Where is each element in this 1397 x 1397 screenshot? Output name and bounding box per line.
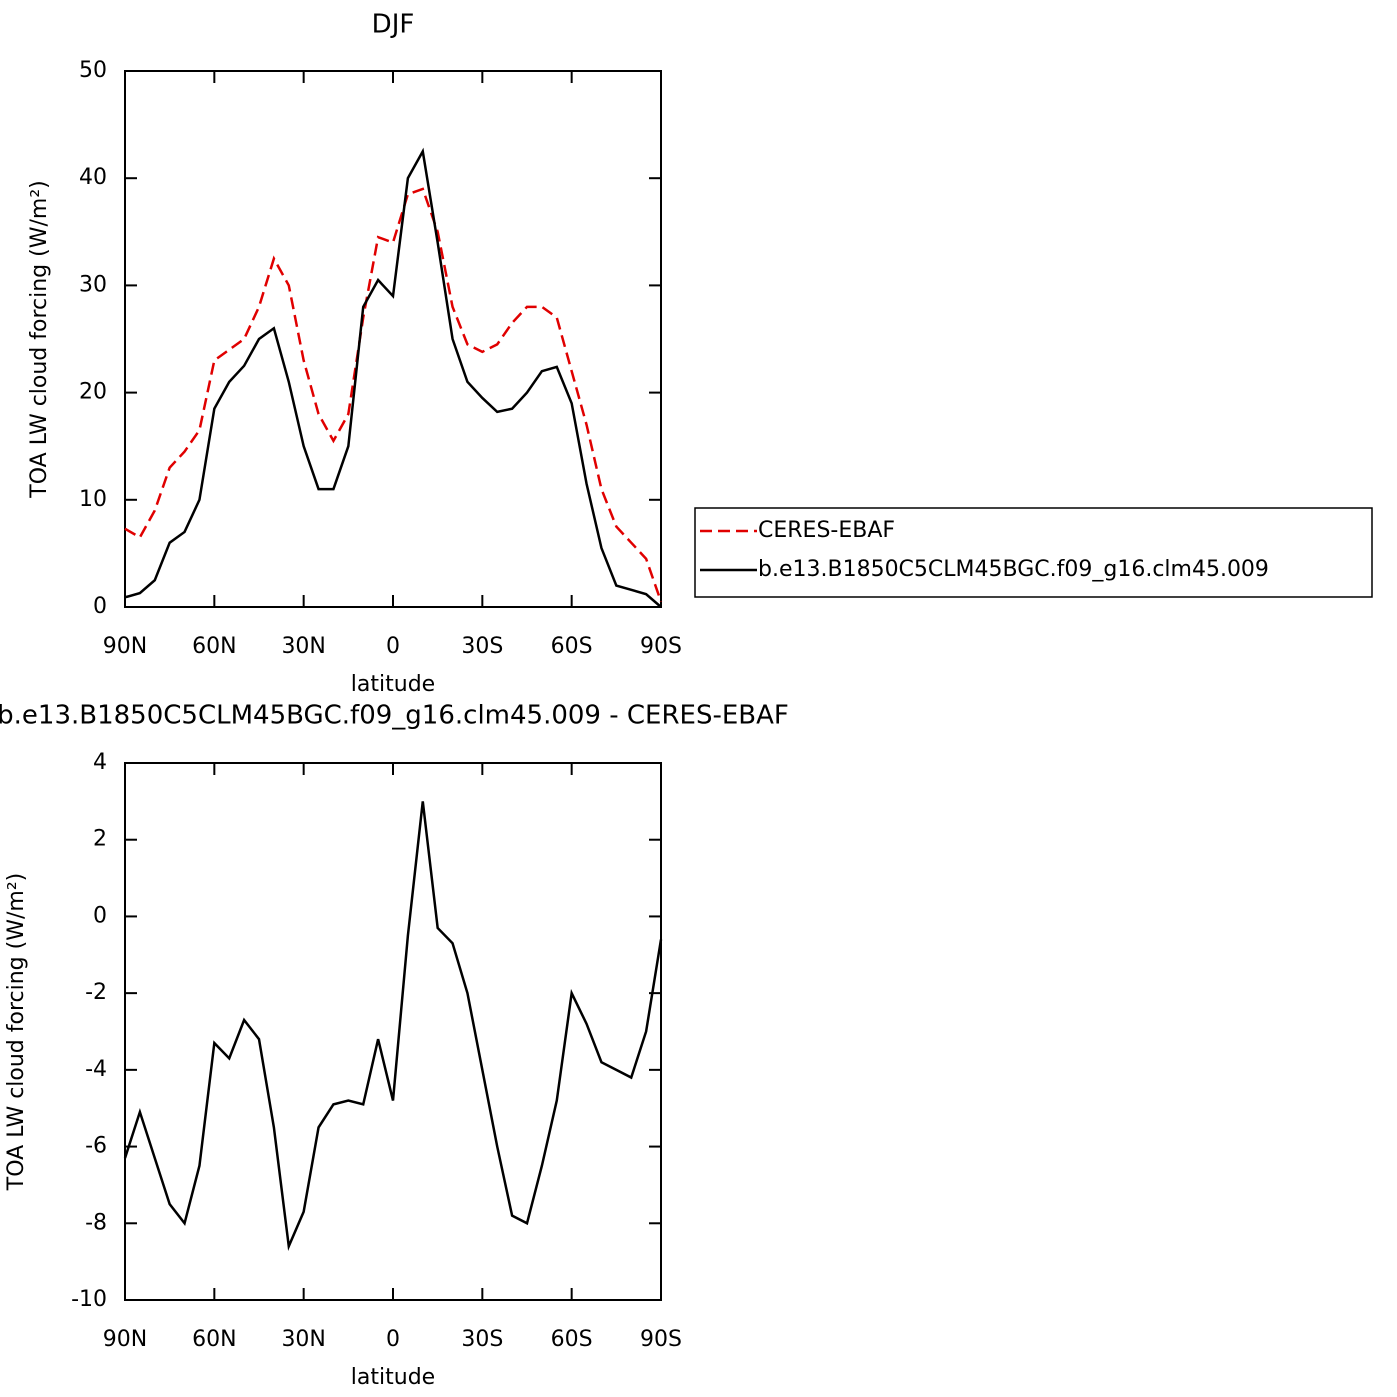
- y-tick-label: 50: [79, 58, 107, 83]
- x-tick-label: 60N: [192, 634, 236, 659]
- chart-title: DJF: [372, 10, 415, 40]
- x-tick-label: 0: [386, 634, 400, 659]
- x-tick-label: 90S: [640, 1327, 682, 1352]
- x-axis-label: latitude: [351, 1365, 435, 1390]
- y-tick-label: 2: [93, 827, 107, 852]
- y-axis-label: TOA LW cloud forcing (W/m²): [27, 180, 52, 498]
- plot-frame: [124, 70, 662, 608]
- y-tick-label: 0: [93, 594, 107, 619]
- x-tick-label: 90N: [103, 634, 147, 659]
- x-axis-label: latitude: [351, 672, 435, 697]
- y-tick-label: -10: [71, 1287, 107, 1312]
- y-tick-label: 4: [93, 750, 107, 775]
- x-tick-label: 60S: [551, 634, 593, 659]
- y-tick-label: 20: [79, 380, 107, 405]
- x-tick-label: 90N: [103, 1327, 147, 1352]
- legend-box: [694, 507, 1373, 598]
- x-tick-label: 90S: [640, 634, 682, 659]
- y-tick-label: -6: [85, 1134, 107, 1159]
- legend-label: b.e13.B1850C5CLM45BGC.f09_g16.clm45.009: [758, 557, 1269, 582]
- y-tick-label: 10: [79, 487, 107, 512]
- x-tick-label: 0: [386, 1327, 400, 1352]
- data-line: [123, 801, 663, 1252]
- y-tick-label: 30: [79, 272, 107, 297]
- data-line: [124, 187, 663, 603]
- legend-label: CERES-EBAF: [758, 518, 895, 543]
- x-tick-label: 30N: [281, 634, 325, 659]
- x-tick-label: 60S: [551, 1327, 593, 1352]
- y-tick-label: -2: [85, 980, 107, 1005]
- x-tick-label: 30S: [461, 1327, 503, 1352]
- x-tick-label: 60N: [192, 1327, 236, 1352]
- y-tick-label: -8: [85, 1210, 107, 1235]
- x-tick-label: 30N: [281, 1327, 325, 1352]
- y-tick-label: 0: [93, 903, 107, 928]
- x-tick-label: 30S: [461, 634, 503, 659]
- y-tick-label: -4: [85, 1057, 107, 1082]
- plot-frame: [124, 762, 662, 1301]
- data-line: [124, 147, 662, 608]
- chart-title: b.e13.B1850C5CLM45BGC.f09_g16.clm45.009 …: [0, 701, 789, 731]
- y-tick-label: 40: [79, 165, 107, 190]
- y-axis-label: TOA LW cloud forcing (W/m²): [4, 873, 29, 1191]
